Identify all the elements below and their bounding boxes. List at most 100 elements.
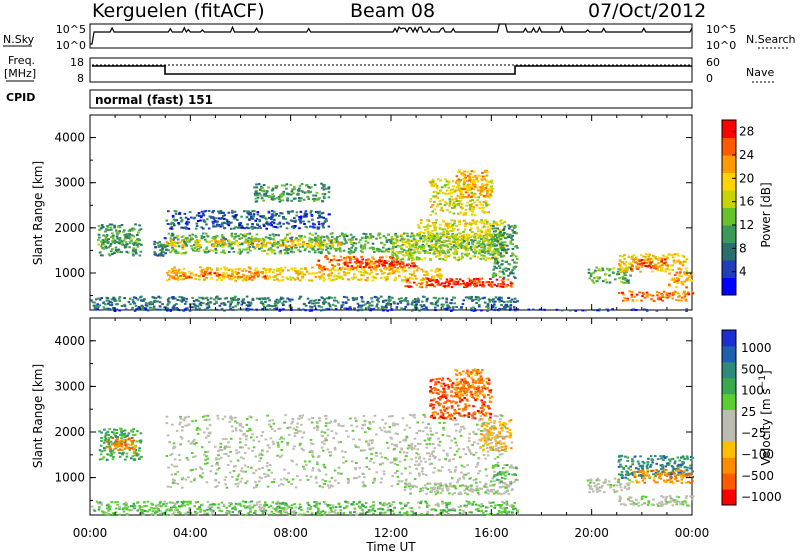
power-cell: [465, 196, 468, 198]
power-cell: [357, 279, 360, 281]
power-cell: [182, 245, 185, 247]
power-cell: [265, 195, 268, 197]
power-cell: [181, 236, 184, 238]
power-cell: [409, 273, 412, 275]
power-cell: [390, 297, 393, 299]
power-cell: [275, 308, 278, 310]
velocity-cell: [110, 451, 113, 453]
power-cell: [470, 236, 473, 238]
power-cell: [234, 276, 237, 278]
power-cell: [623, 254, 626, 256]
power-cell: [281, 212, 284, 214]
velocity-cell: [112, 456, 115, 458]
velocity-cell: [119, 448, 122, 450]
power-cell: [495, 273, 498, 275]
power-cell: [360, 250, 363, 252]
nsky-label: N.Sky: [3, 33, 35, 46]
power-cell: [360, 271, 363, 273]
power-cell: [650, 258, 653, 260]
power-cell: [188, 221, 191, 223]
velocity-cell: [113, 429, 116, 431]
velocity-cell: [111, 431, 114, 433]
power-cell: [275, 185, 278, 187]
power-cell: [98, 234, 101, 236]
power-cell: [678, 295, 681, 297]
power-cell: [271, 198, 274, 200]
velocity-cell: [120, 429, 123, 431]
power-cell: [447, 243, 450, 245]
power-cell: [665, 264, 668, 266]
power-cell: [162, 254, 165, 256]
power-cell: [485, 211, 488, 213]
power-cell: [510, 304, 513, 306]
power-cell: [299, 200, 302, 202]
power-cell: [415, 303, 418, 305]
power-cell: [206, 273, 209, 275]
power-cell: [191, 248, 194, 250]
power-cell: [170, 242, 173, 244]
power-cell: [360, 256, 363, 258]
power-cell: [503, 301, 506, 303]
velocity-cell: [396, 464, 399, 466]
power-cell: [423, 247, 426, 249]
power-cell: [514, 277, 517, 279]
power-cell: [237, 298, 240, 300]
power-cell: [208, 210, 211, 212]
power-cell: [442, 210, 445, 212]
power-cell: [219, 277, 222, 279]
power-cell: [226, 276, 229, 278]
power-cell: [130, 240, 133, 242]
power-cell: [417, 299, 420, 301]
power-cell: [138, 224, 141, 226]
power-cell: [491, 251, 494, 253]
power-cell: [239, 268, 242, 270]
velocity-cell: [379, 463, 382, 465]
power-cell: [282, 242, 285, 244]
power-cell: [267, 297, 270, 299]
power-cell: [312, 198, 315, 200]
power-cell: [177, 309, 180, 311]
power-cell: [509, 226, 512, 228]
power-cell: [315, 195, 318, 197]
nsky-tick-top: 10^5: [56, 23, 86, 36]
power-cell: [460, 283, 463, 285]
power-cell: [175, 213, 178, 215]
power-cell: [334, 265, 337, 267]
power-cell: [379, 257, 382, 259]
power-cell: [458, 232, 461, 234]
power-cell: [399, 263, 402, 265]
power-cell: [158, 246, 161, 248]
power-cell: [206, 247, 209, 249]
power-cell: [502, 269, 505, 271]
power-cell: [468, 296, 471, 298]
power-colorbar-tick-label: 8: [739, 241, 747, 255]
power-cell: [437, 255, 440, 257]
power-cell: [501, 247, 504, 249]
power-cell: [150, 302, 153, 304]
power-cell: [228, 243, 231, 245]
velocity-cell: [105, 432, 108, 434]
power-cell: [223, 310, 226, 312]
power-cell: [245, 239, 248, 241]
power-cell: [474, 196, 477, 198]
power-cell: [413, 262, 416, 264]
velocity-cell: [134, 459, 137, 461]
power-cell: [486, 193, 489, 195]
power-cell: [118, 309, 121, 311]
power-cell: [234, 226, 237, 228]
power-cell: [265, 271, 268, 273]
power-cell: [297, 278, 300, 280]
power-cell: [476, 246, 479, 248]
power-cell: [420, 259, 423, 261]
power-cell: [341, 259, 344, 261]
power-cell: [237, 245, 240, 247]
power-cell: [406, 301, 409, 303]
power-cell: [453, 213, 456, 215]
power-cell: [435, 219, 438, 221]
power-cell: [442, 220, 445, 222]
power-cell: [121, 224, 124, 226]
power-cell: [131, 307, 134, 309]
power-cell: [492, 228, 495, 230]
power-cell: [471, 242, 474, 244]
power-cell: [155, 297, 158, 299]
